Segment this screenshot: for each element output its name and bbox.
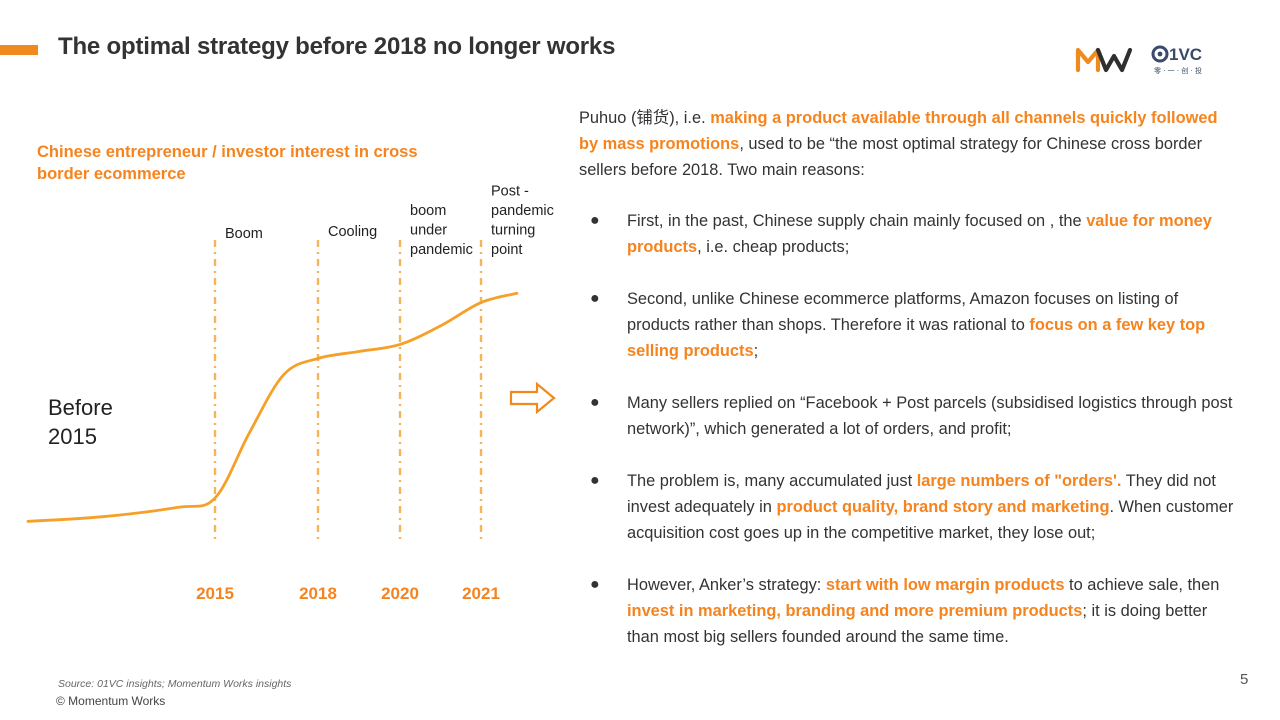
reasons-list: ● First, in the past, Chinese supply cha…: [579, 208, 1239, 650]
period-annotation: Boom: [225, 226, 263, 242]
bullet-highlight: start with low margin products: [825, 576, 1065, 594]
interest-curve-chart: 2015 2018 2020 2021 Boom Cooling boom under pand…: [26, 184, 554, 603]
bullet-dot: ●: [590, 576, 600, 593]
bullet-highlight: large numbers of "orders'.: [916, 472, 1122, 490]
slide-title: The optimal strategy before 2018 no long…: [58, 33, 616, 60]
bullet-text: Many sellers replied on “Facebook + Post…: [627, 394, 1233, 438]
bullet-text: to achieve sale, then: [1064, 576, 1220, 594]
bullet-dot: ●: [590, 212, 600, 229]
bullet-highlight: focus on a few key top selling products: [627, 316, 1206, 360]
tick-label-2020: 2020: [381, 584, 419, 603]
period-annotation: Post -pandemic turning point: [491, 184, 554, 259]
tick-label-2015: 2015: [196, 584, 234, 603]
source-note: Source: 01VC insights; Momentum Works in…: [58, 678, 292, 690]
bullet-text: The problem is, many accumulated just: [627, 472, 917, 490]
bullet-text: Second, unlike Chinese ecommerce platfor…: [627, 290, 1179, 334]
chart-title: Chinese entrepreneur / investor interest…: [37, 143, 418, 183]
list-item: ● Second, unlike Chinese ecommerce platf…: [579, 286, 1239, 364]
intro-highlight: making a product available through all c…: [579, 109, 1218, 153]
copyright: © Momentum Works: [56, 694, 166, 708]
intro-paragraph: Puhuo (铺货), i.e. making a product availa…: [579, 105, 1239, 183]
tick-label-2018: 2018: [299, 584, 337, 603]
svg-text:1VC: 1VC: [1169, 45, 1202, 64]
bullet-highlight: product quality, brand story and marketi…: [776, 498, 1110, 516]
list-item: ● The problem is, many accumulated just …: [579, 468, 1239, 546]
intro-text: Puhuo (铺货), i.e.: [579, 109, 711, 127]
period-annotation: Cooling: [328, 224, 377, 240]
before-2015-label: Before 2015: [48, 395, 113, 449]
bullet-highlight: invest in marketing, branding and more p…: [627, 602, 1083, 620]
tick-label-2021: 2021: [462, 584, 500, 603]
bullet-text: ; it is doing better than most big selle…: [627, 602, 1208, 646]
bullet-text: They did not invest adequately in: [627, 472, 1216, 516]
strategy-explanation: Puhuo (铺货), i.e. making a product availa…: [579, 105, 1239, 676]
bullet-text: First, in the past, Chinese supply chain…: [627, 212, 1087, 230]
bullet-dot: ●: [590, 394, 600, 411]
momentum-works-logo: [1075, 47, 1133, 73]
bullet-dot: ●: [590, 290, 600, 307]
list-item: ● However, Anker’s strategy: start with …: [579, 572, 1239, 650]
bullet-text: , i.e. cheap products;: [697, 238, 850, 256]
bullet-dot: ●: [590, 472, 600, 489]
list-item: ● First, in the past, Chinese supply cha…: [579, 208, 1239, 260]
bullet-highlight: value for money products: [627, 212, 1212, 256]
brand-logos: 1VC 零 · 一 · 创 · 投: [1075, 45, 1202, 75]
bullet-text: . When customer acquisition cost goes up…: [627, 498, 1234, 542]
01vc-logo: 1VC 零 · 一 · 创 · 投: [1151, 45, 1202, 75]
svg-text:零 · 一 · 创 · 投: 零 · 一 · 创 · 投: [1154, 66, 1202, 75]
title-accent-bar: [0, 45, 38, 55]
intro-text-tail: , used to be “the most optimal strategy …: [579, 135, 1203, 179]
period-annotation: boom under pandemic: [410, 203, 473, 258]
interest-series-line: [26, 291, 519, 523]
list-item: ● Many sellers replied on “Facebook + Po…: [579, 390, 1239, 442]
bullet-text: ;: [753, 342, 759, 360]
bullet-text: However, Anker’s strategy:: [627, 576, 826, 594]
page-number: 5: [1240, 671, 1249, 688]
right-arrow-icon: [509, 382, 556, 414]
